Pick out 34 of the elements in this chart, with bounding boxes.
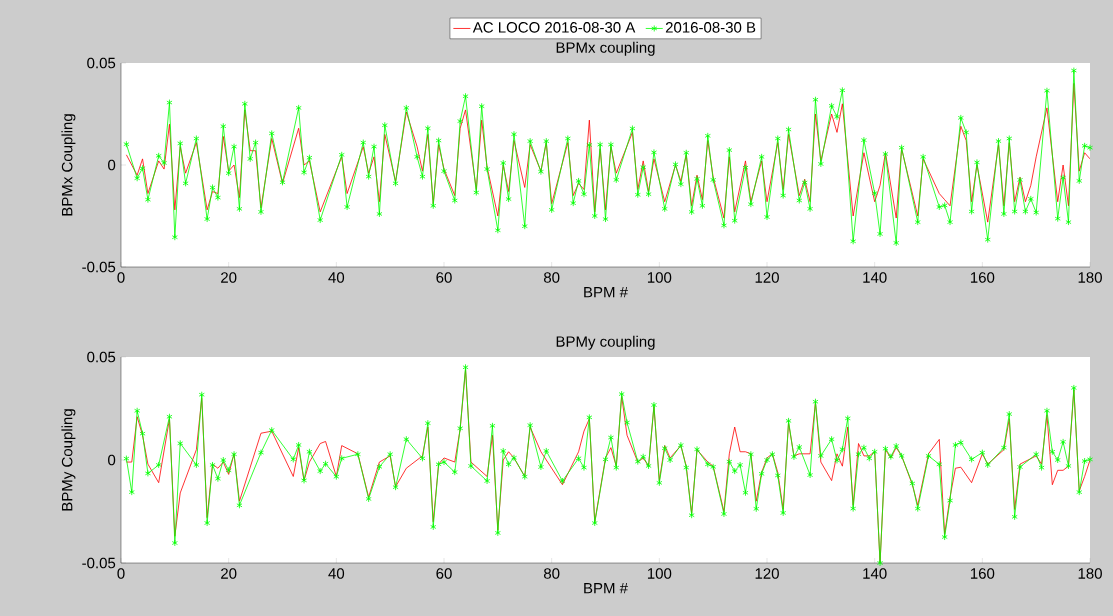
- x-tick-label: 80: [543, 568, 560, 579]
- x-tick-label: 80: [543, 272, 560, 283]
- x-tick-label: 0: [117, 272, 125, 283]
- y-tick-label: -0.05: [82, 557, 116, 569]
- x-tick-label: 140: [863, 272, 887, 283]
- y-tick-label: -0.05: [82, 261, 116, 273]
- x-tick-label: 140: [863, 568, 887, 579]
- x-tick-label: 160: [970, 568, 995, 579]
- legend-label: 2016-08-30 B: [665, 22, 756, 33]
- x-tick-label: 120: [755, 272, 779, 283]
- x-tick-label: 100: [647, 272, 672, 283]
- y-tick-label: 0.05: [87, 57, 116, 69]
- x-tick-label: 120: [755, 568, 779, 579]
- y-axis-title: BPMx Coupling: [61, 114, 76, 216]
- chart-title: BPMx coupling: [556, 41, 655, 56]
- x-tick-label: 100: [647, 568, 672, 579]
- chart-title: BPMy coupling: [556, 335, 655, 350]
- x-axis-title: BPM #: [584, 287, 628, 298]
- x-tick-label: 20: [221, 568, 237, 579]
- y-tick-label: 0.05: [87, 351, 116, 363]
- legend-label: AC LOCO 2016-08-30 A: [472, 22, 636, 33]
- x-tick-label: 0: [117, 568, 125, 579]
- x-axis-title: BPM #: [584, 583, 628, 594]
- y-tick-label: 0: [108, 454, 116, 466]
- x-tick-label: 60: [436, 272, 452, 283]
- x-tick-label: 20: [221, 272, 237, 283]
- x-tick-label: 180: [1078, 568, 1102, 579]
- x-tick-label: 40: [328, 568, 345, 579]
- x-tick-label: 60: [436, 568, 452, 579]
- y-tick-label: 0: [108, 159, 116, 171]
- x-tick-label: 180: [1078, 272, 1102, 283]
- x-tick-label: 160: [970, 272, 995, 283]
- y-axis-title: BPMy Coupling: [61, 409, 76, 511]
- x-tick-label: 40: [328, 272, 345, 283]
